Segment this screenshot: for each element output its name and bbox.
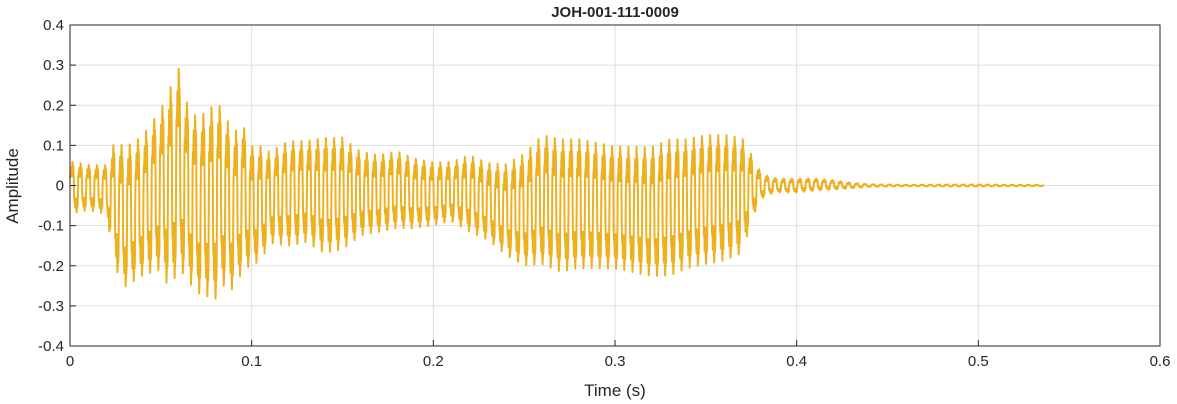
y-tick-label: 0.3 <box>43 57 64 74</box>
x-axis-label: Time (s) <box>584 381 646 400</box>
y-tick-label: -0.3 <box>38 298 64 315</box>
chart-title: JOH-001-111-0009 <box>551 4 679 21</box>
y-tick-label: 0.1 <box>43 137 64 154</box>
x-tick-label: 0.1 <box>241 353 262 370</box>
x-tick-label: 0.2 <box>423 353 444 370</box>
y-tick-label: -0.2 <box>38 258 64 275</box>
y-tick-label: 0 <box>56 178 64 195</box>
x-tick-label: 0.4 <box>786 353 807 370</box>
y-tick-label: -0.1 <box>38 218 64 235</box>
series-layer <box>69 67 1045 300</box>
y-tick-label: 0.4 <box>43 17 64 34</box>
x-tick-label: 0.6 <box>1150 353 1171 370</box>
y-tick-label: -0.4 <box>38 338 64 355</box>
waveform-series-line <box>69 67 1045 300</box>
axis-ticks: 0 0.1 0.2 0.3 0.4 0.5 0.6 -0.4 -0.3 -0.2 -0.1 0 0.1 0… <box>38 17 1170 370</box>
x-tick-label: 0.3 <box>605 353 626 370</box>
x-tick-label: 0.5 <box>968 353 989 370</box>
x-tick-label: 0 <box>66 353 74 370</box>
y-axis-label: Amplitude <box>3 148 22 224</box>
y-tick-label: 0.2 <box>43 97 64 114</box>
